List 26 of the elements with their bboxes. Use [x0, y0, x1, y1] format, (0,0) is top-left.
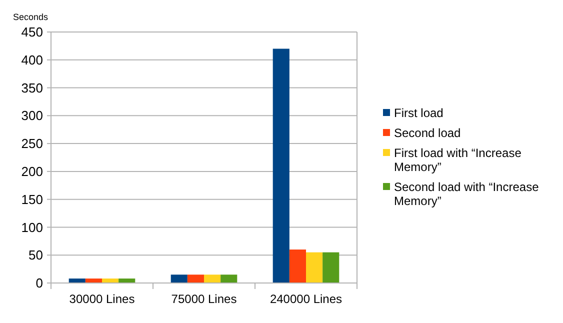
x-tick-label: 240000 Lines: [270, 292, 342, 306]
bar: [170, 274, 188, 283]
y-tick-label: 350: [21, 80, 43, 96]
bar: [289, 250, 306, 283]
y-axis-title: Seconds: [13, 12, 49, 22]
bar: [306, 252, 323, 283]
bar: [322, 252, 340, 283]
y-tick-label: 250: [21, 136, 43, 152]
legend-label: Second load with “Increase Memory”: [394, 180, 540, 208]
bar: [272, 48, 290, 283]
y-tick-label: 450: [21, 24, 43, 40]
y-tick-label: 50: [28, 248, 43, 263]
bar: [220, 274, 238, 283]
y-tick-label: 300: [21, 108, 43, 124]
bar: [187, 274, 204, 283]
y-tick-label: 150: [21, 192, 43, 207]
bar: [204, 274, 221, 283]
y-tick-label: 200: [21, 164, 43, 179]
legend-label: First load: [394, 106, 444, 120]
x-tick-label: 75000 Lines: [171, 292, 237, 306]
legend-label: First load with “Increase Memory”: [394, 146, 522, 174]
y-tick-label: 100: [21, 220, 43, 235]
x-tick-label: 30000 Lines: [69, 292, 135, 306]
legend-label: Second load: [394, 126, 461, 140]
y-tick-label: 400: [21, 52, 43, 68]
y-tick-label: 0: [36, 276, 43, 291]
